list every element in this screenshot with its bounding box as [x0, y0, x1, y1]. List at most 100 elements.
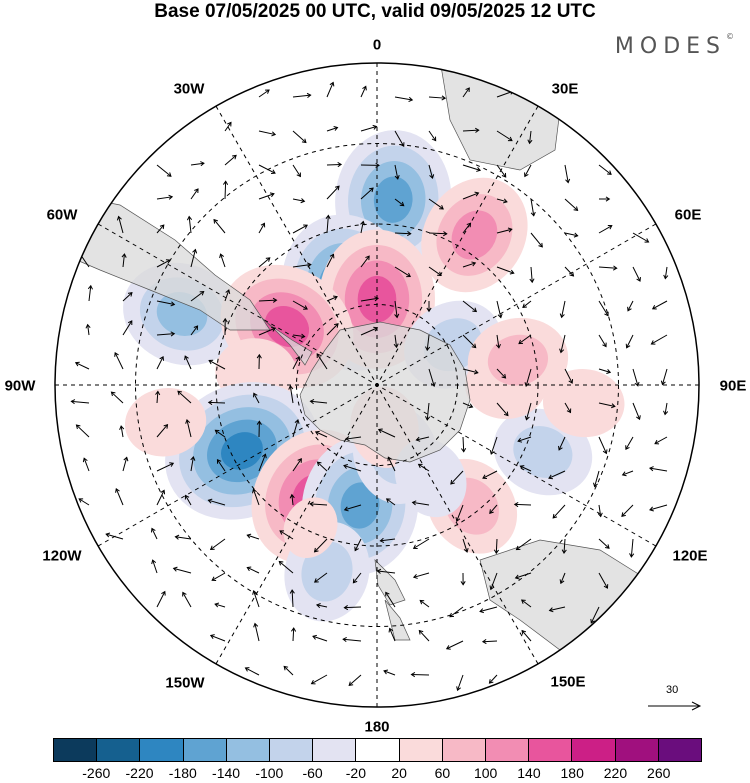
wind-vector-head [119, 425, 125, 430]
wind-vector [224, 122, 232, 132]
wind-vector [292, 94, 311, 98]
wind-vector [316, 353, 328, 370]
wind-vector [394, 300, 398, 318]
wind-vector [462, 164, 481, 171]
wind-vector [156, 224, 165, 234]
wind-vector [428, 96, 446, 99]
wind-vector-head [160, 489, 166, 495]
wind-vector [156, 356, 164, 370]
wind-vector [598, 225, 613, 234]
wind-vector [530, 266, 533, 283]
wind-vector [354, 538, 362, 551]
wind-vector [449, 606, 464, 618]
wind-vector-head [501, 172, 507, 178]
africa [439, 63, 561, 171]
new-zealand-south [384, 599, 411, 641]
wind-vector-head [174, 534, 180, 540]
wind-vector [598, 572, 608, 589]
wind-vector-head [168, 194, 174, 200]
wind-vector-head [375, 162, 380, 168]
wind-vector-head [271, 131, 277, 137]
meridian-line [215, 105, 539, 665]
wind-vector [360, 327, 378, 336]
wind-vector-head [472, 307, 478, 313]
colorbar-swatch [140, 739, 184, 761]
wind-vector-head [445, 645, 451, 650]
wind-vector [326, 323, 339, 336]
wind-vector-head [393, 343, 399, 349]
wind-vector [177, 390, 192, 404]
wind-vector [326, 215, 329, 234]
colorbar-swatch [54, 739, 98, 761]
wind-vector-head [503, 411, 509, 417]
wind-vector-head [412, 573, 418, 579]
colorbar-tick-label: 100 [473, 765, 498, 781]
wind-vector-head [558, 445, 563, 451]
anomaly-contour [542, 369, 625, 438]
reference-vector-label: 30 [666, 684, 679, 696]
anomaly-contour [513, 426, 573, 478]
colorbar-tick-label: -260 [82, 765, 111, 781]
wind-vector-head [394, 313, 400, 319]
wind-vector-head [408, 96, 414, 102]
wind-vector-head [352, 578, 358, 584]
wind-vector [292, 198, 305, 202]
wind-vector-head [252, 488, 257, 494]
wind-vector-head [552, 513, 558, 519]
wind-vector [632, 266, 641, 282]
wind-vector-head [460, 581, 466, 586]
colorbar-swatch [486, 739, 530, 761]
wind-vector [496, 300, 502, 318]
wind-vector [560, 572, 566, 584]
wind-vector [326, 82, 334, 98]
wind-vector [419, 600, 430, 608]
wind-vector [462, 436, 465, 452]
wind-vector-head [376, 568, 382, 574]
wind-vector-head [211, 576, 217, 581]
colorbar-tick-label: 180 [560, 765, 584, 781]
wind-vector [156, 424, 168, 438]
wind-vector-head [527, 139, 533, 145]
wind-vector-head [214, 429, 220, 435]
wind-vector-head [461, 448, 467, 453]
wind-vector-head [214, 602, 220, 608]
wind-vector-head [621, 471, 627, 477]
wind-vector [258, 89, 270, 98]
wind-vector-head [629, 553, 635, 558]
wind-vector [664, 402, 668, 415]
wind-vector-head [253, 392, 258, 398]
anomaly-contour [220, 432, 263, 470]
wind-vector-head [482, 474, 487, 480]
brand-name: MODES [614, 34, 726, 59]
wind-vector-head [222, 180, 229, 185]
lon-label-30e: 30E [551, 80, 579, 98]
wind-vector-head [333, 126, 339, 131]
colorbar-tick-label: 260 [647, 765, 671, 781]
wind-vector-head [612, 265, 618, 271]
wind-vector-head [605, 196, 611, 202]
wind-vector [258, 223, 265, 234]
wind-vector [564, 164, 569, 183]
wind-vector-head [513, 501, 519, 508]
wind-vector-head [529, 278, 535, 284]
wind-vector [664, 266, 668, 279]
wind-vector [258, 327, 276, 336]
wind-vector [312, 635, 328, 642]
wind-vector-head [660, 380, 666, 386]
wind-vector-head [105, 532, 111, 538]
anomaly-contour [264, 305, 310, 348]
wind-vector-head [313, 547, 319, 553]
wind-vector-head [377, 428, 383, 434]
wind-vector-head [625, 445, 630, 451]
wind-vector [190, 249, 196, 268]
wind-vector [462, 538, 468, 553]
wind-vector-head [493, 549, 500, 555]
wind-vector [482, 470, 498, 479]
wind-vector [632, 402, 641, 420]
wind-vector-head [312, 634, 318, 640]
wind-vector-head [348, 681, 354, 687]
wind-vector-head [524, 382, 530, 387]
wind-vector [245, 667, 260, 676]
wind-vector-head [360, 220, 366, 226]
wind-vectors [70, 81, 669, 692]
